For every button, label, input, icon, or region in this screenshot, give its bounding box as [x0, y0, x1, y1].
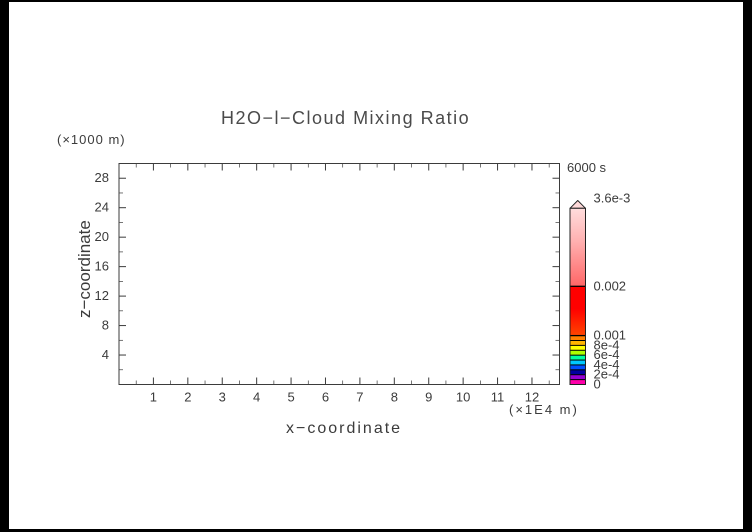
- svg-text:2: 2: [184, 390, 191, 405]
- svg-text:3: 3: [219, 390, 226, 405]
- svg-text:20: 20: [95, 229, 109, 244]
- svg-text:4: 4: [253, 390, 260, 405]
- svg-text:3.6e-3: 3.6e-3: [594, 191, 631, 206]
- svg-text:4: 4: [102, 347, 109, 362]
- svg-text:8: 8: [391, 390, 398, 405]
- svg-text:9: 9: [425, 390, 432, 405]
- svg-text:10: 10: [456, 390, 470, 405]
- svg-text:6: 6: [322, 390, 329, 405]
- svg-text:16: 16: [95, 259, 109, 274]
- svg-text:1: 1: [150, 390, 157, 405]
- svg-text:24: 24: [95, 200, 109, 215]
- svg-text:8: 8: [102, 318, 109, 333]
- svg-text:7: 7: [356, 390, 363, 405]
- svg-text:0.002: 0.002: [594, 278, 627, 293]
- svg-text:28: 28: [95, 170, 109, 185]
- svg-text:0: 0: [594, 377, 601, 392]
- svg-text:11: 11: [491, 390, 505, 405]
- svg-text:12: 12: [95, 288, 109, 303]
- svg-text:5: 5: [287, 390, 294, 405]
